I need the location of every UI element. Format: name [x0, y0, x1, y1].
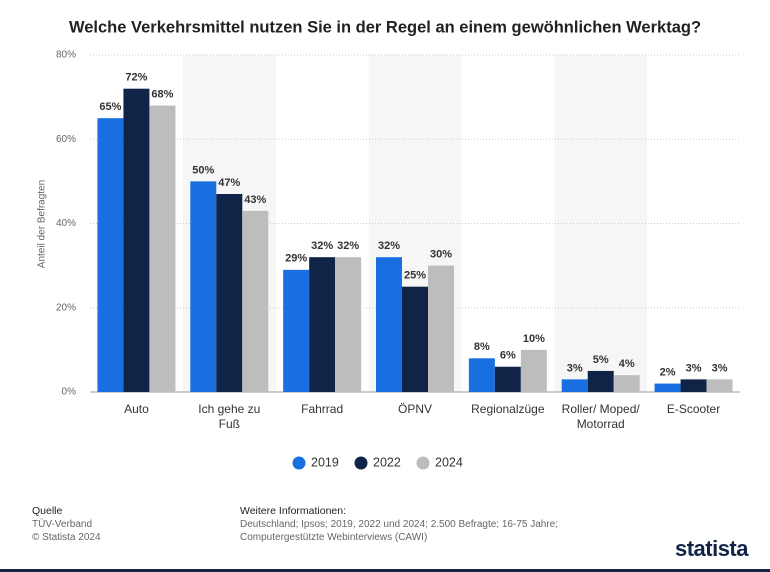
- bar: [123, 88, 150, 392]
- bar: [706, 379, 733, 392]
- x-tick-label: E-Scooter: [666, 402, 721, 416]
- bar: [494, 366, 521, 392]
- bar: [520, 349, 547, 392]
- legend-marker: [292, 456, 306, 470]
- value-label: 25%: [404, 270, 426, 282]
- legend-marker: [354, 456, 368, 470]
- bottom-bar: [0, 569, 770, 572]
- info-title: Weitere Informationen:: [240, 505, 347, 517]
- value-label: 32%: [311, 240, 333, 252]
- y-tick-label: 40%: [56, 218, 76, 229]
- value-label: 47%: [218, 177, 240, 189]
- x-tick-label: Auto: [124, 402, 149, 416]
- value-label: 4%: [619, 358, 635, 370]
- value-label: 3%: [567, 362, 583, 374]
- value-label: 10%: [523, 333, 545, 345]
- value-label: 30%: [430, 249, 452, 261]
- bar: [97, 118, 124, 392]
- y-tick-label: 0%: [62, 387, 77, 398]
- bar: [190, 181, 217, 392]
- value-label: 29%: [285, 253, 307, 265]
- value-label: 3%: [686, 362, 702, 374]
- bar: [587, 370, 614, 392]
- source-text: TÜV-Verband: [32, 519, 93, 530]
- chart-title: Welche Verkehrsmittel nutzen Sie in der …: [69, 18, 701, 36]
- bar: [242, 210, 269, 392]
- value-label: 68%: [151, 88, 173, 100]
- legend-label: 2024: [435, 455, 463, 469]
- y-axis-label: Anteil der Befragten: [37, 180, 48, 268]
- bar: [654, 383, 681, 392]
- value-label: 50%: [192, 164, 214, 176]
- legend-label: 2019: [311, 455, 339, 469]
- y-tick-label: 60%: [56, 134, 76, 145]
- bar: [428, 265, 454, 392]
- value-label: 8%: [474, 341, 490, 353]
- x-tick-label: Roller/ Moped/ Motorrad: [561, 402, 640, 431]
- bar: [680, 379, 707, 392]
- info: Weitere Informationen: Deutschland; Ipso…: [240, 505, 558, 544]
- source: Quelle TÜV-Verband © Statista 2024: [32, 505, 101, 544]
- bar: [561, 379, 588, 392]
- bar: [376, 257, 402, 392]
- copyright: © Statista 2024: [32, 532, 101, 543]
- source-title: Quelle: [32, 505, 63, 517]
- value-label: 32%: [337, 240, 359, 252]
- value-label: 5%: [593, 354, 609, 366]
- bar: [283, 269, 310, 392]
- x-tick-label: Regionalzüge: [471, 402, 545, 416]
- value-label: 6%: [500, 350, 516, 362]
- value-label: 2%: [660, 366, 676, 378]
- value-label: 43%: [244, 194, 266, 206]
- bar: [216, 194, 243, 392]
- info-line: Deutschland; Ipsos; 2019, 2022 und 2024;…: [240, 519, 559, 530]
- bar: [149, 105, 176, 393]
- value-label: 65%: [99, 101, 121, 113]
- logo: statista: [674, 536, 749, 561]
- info-line: Computergestützte Webinterviews (CAWI): [240, 532, 428, 543]
- x-tick-label: Ich gehe zu Fuß: [198, 402, 261, 431]
- value-label: 3%: [712, 362, 728, 374]
- bar: [402, 286, 428, 392]
- bar: [309, 257, 336, 392]
- legend-label: 2022: [373, 455, 401, 469]
- x-tick-label: Fahrrad: [301, 402, 344, 416]
- y-tick-label: 20%: [56, 302, 76, 313]
- bar: [468, 358, 495, 392]
- x-tick-label: ÖPNV: [397, 402, 432, 416]
- value-label: 72%: [125, 72, 147, 84]
- bar: [613, 375, 640, 392]
- y-tick-label: 80%: [56, 50, 76, 61]
- legend-marker: [416, 456, 430, 470]
- value-label: 32%: [378, 240, 400, 252]
- bar: [335, 257, 362, 392]
